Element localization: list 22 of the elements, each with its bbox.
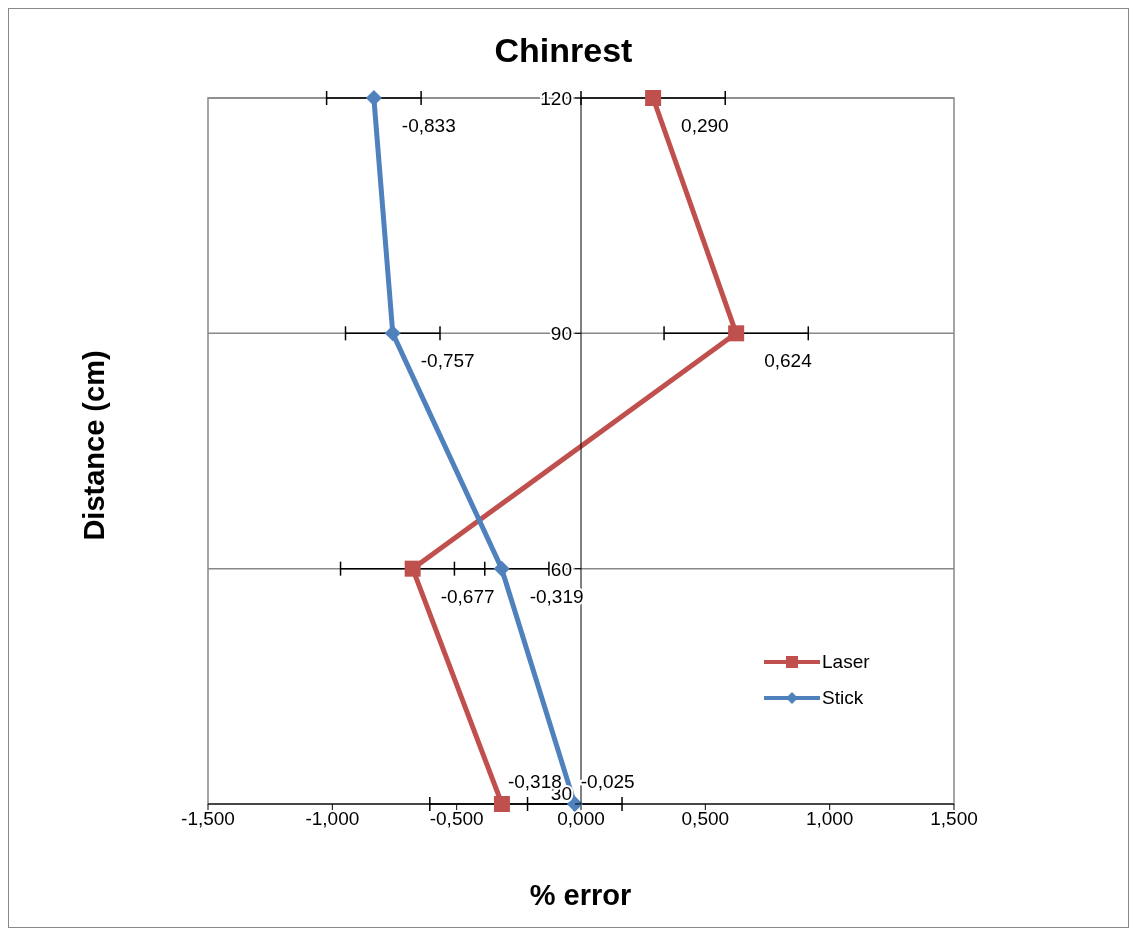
x-tick-label: -0,500 (429, 808, 484, 830)
data-label: 0,290 (681, 115, 729, 136)
data-label: -0,025 (580, 771, 635, 792)
y-tick-label: 60 (550, 558, 572, 580)
data-label: -0,677 (440, 585, 495, 607)
x-tick-label: 1,000 (805, 808, 854, 830)
x-tick-label: 0,500 (681, 808, 730, 830)
x-tick-label: -1,500 (181, 808, 235, 830)
chart-title: Chinrest (493, 31, 634, 70)
data-label: -0,757 (420, 350, 475, 372)
legend-label: Laser (822, 651, 870, 673)
x-tick-label: -1,000 (305, 808, 360, 830)
y-axis-title: Distance (cm) (77, 349, 111, 543)
data-label: -0,319 (529, 585, 584, 607)
x-tick-label: 1,500 (930, 808, 978, 830)
y-tick-label: 120 (540, 88, 572, 109)
data-label: -0,833 (401, 115, 456, 136)
y-tick-label: 90 (550, 323, 572, 345)
x-tick-label: 0,000 (557, 808, 605, 830)
x-axis-title: % error (528, 879, 633, 912)
legend-label: Stick (822, 687, 864, 709)
data-label: 0,624 (764, 350, 813, 372)
